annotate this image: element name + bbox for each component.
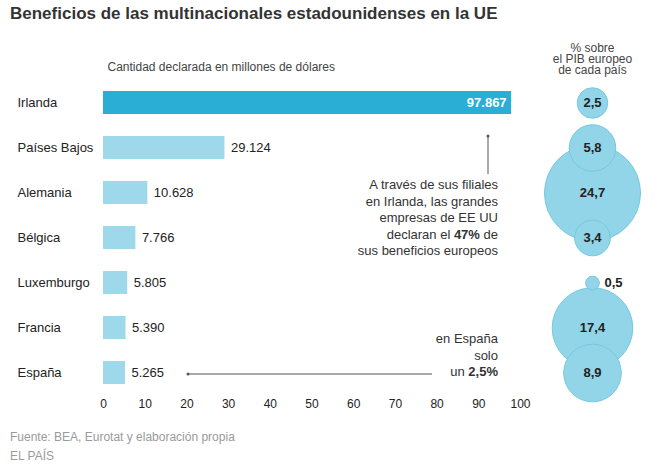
svg-text:20: 20 — [180, 397, 194, 411]
svg-text:un 2,5%: un 2,5% — [450, 364, 498, 379]
svg-text:en España: en España — [436, 331, 499, 346]
svg-text:17,4: 17,4 — [580, 320, 606, 335]
svg-text:en Irlanda, las grandes: en Irlanda, las grandes — [366, 194, 499, 209]
svg-text:8,9: 8,9 — [583, 365, 601, 380]
svg-text:Irlanda: Irlanda — [18, 95, 59, 110]
svg-text:100: 100 — [510, 397, 530, 411]
svg-text:Alemania: Alemania — [18, 185, 73, 200]
svg-text:empresas de EE UU: empresas de EE UU — [379, 210, 498, 225]
svg-text:Francia: Francia — [18, 320, 62, 335]
html-text:Fuente: BEA, Eurotat y elabora: Fuente: BEA, Eurotat y elaboración propi… — [10, 430, 235, 444]
svg-text:3,4: 3,4 — [583, 230, 602, 245]
svg-text:70: 70 — [389, 397, 403, 411]
svg-text:50: 50 — [305, 397, 319, 411]
svg-text:5.265: 5.265 — [131, 365, 164, 380]
svg-text:80: 80 — [430, 397, 444, 411]
svg-text:Luxemburgo: Luxemburgo — [18, 275, 90, 290]
svg-text:Cantidad declarada en millones: Cantidad declarada en millones de dólare… — [108, 60, 335, 74]
svg-text:A través de sus filiales: A través de sus filiales — [369, 177, 498, 192]
svg-text:declaran el 47% de: declaran el 47% de — [387, 227, 498, 242]
svg-text:30: 30 — [222, 397, 236, 411]
svg-text:7.766: 7.766 — [142, 230, 175, 245]
svg-text:90: 90 — [472, 397, 486, 411]
html-text:Beneficios de las multinaciona: Beneficios de las multinacionales estado… — [10, 4, 498, 23]
svg-text:sus beneficios europeos: sus beneficios europeos — [358, 243, 499, 258]
svg-text:Países Bajos: Países Bajos — [18, 140, 94, 155]
svg-text:% sobreel PIB europeode cada p: % sobreel PIB europeode cada país — [553, 41, 633, 78]
svg-text:solo: solo — [474, 348, 498, 363]
svg-text:10.628: 10.628 — [154, 185, 194, 200]
svg-text:5.390: 5.390 — [132, 320, 165, 335]
svg-text:29.124: 29.124 — [231, 140, 271, 155]
svg-text:24,7: 24,7 — [580, 185, 605, 200]
svg-text:5,8: 5,8 — [583, 140, 601, 155]
svg-text:0,5: 0,5 — [605, 275, 623, 290]
svg-text:60: 60 — [347, 397, 361, 411]
svg-text:2,5: 2,5 — [583, 95, 601, 110]
svg-text:Bélgica: Bélgica — [18, 230, 61, 245]
svg-text:0: 0 — [100, 397, 107, 411]
svg-text:97.867: 97.867 — [467, 95, 507, 110]
svg-text:10: 10 — [139, 397, 153, 411]
svg-text:5.805: 5.805 — [134, 275, 167, 290]
html-text:EL PAÍS: EL PAÍS — [10, 449, 54, 463]
svg-text:40: 40 — [264, 397, 278, 411]
svg-text:España: España — [18, 365, 63, 380]
